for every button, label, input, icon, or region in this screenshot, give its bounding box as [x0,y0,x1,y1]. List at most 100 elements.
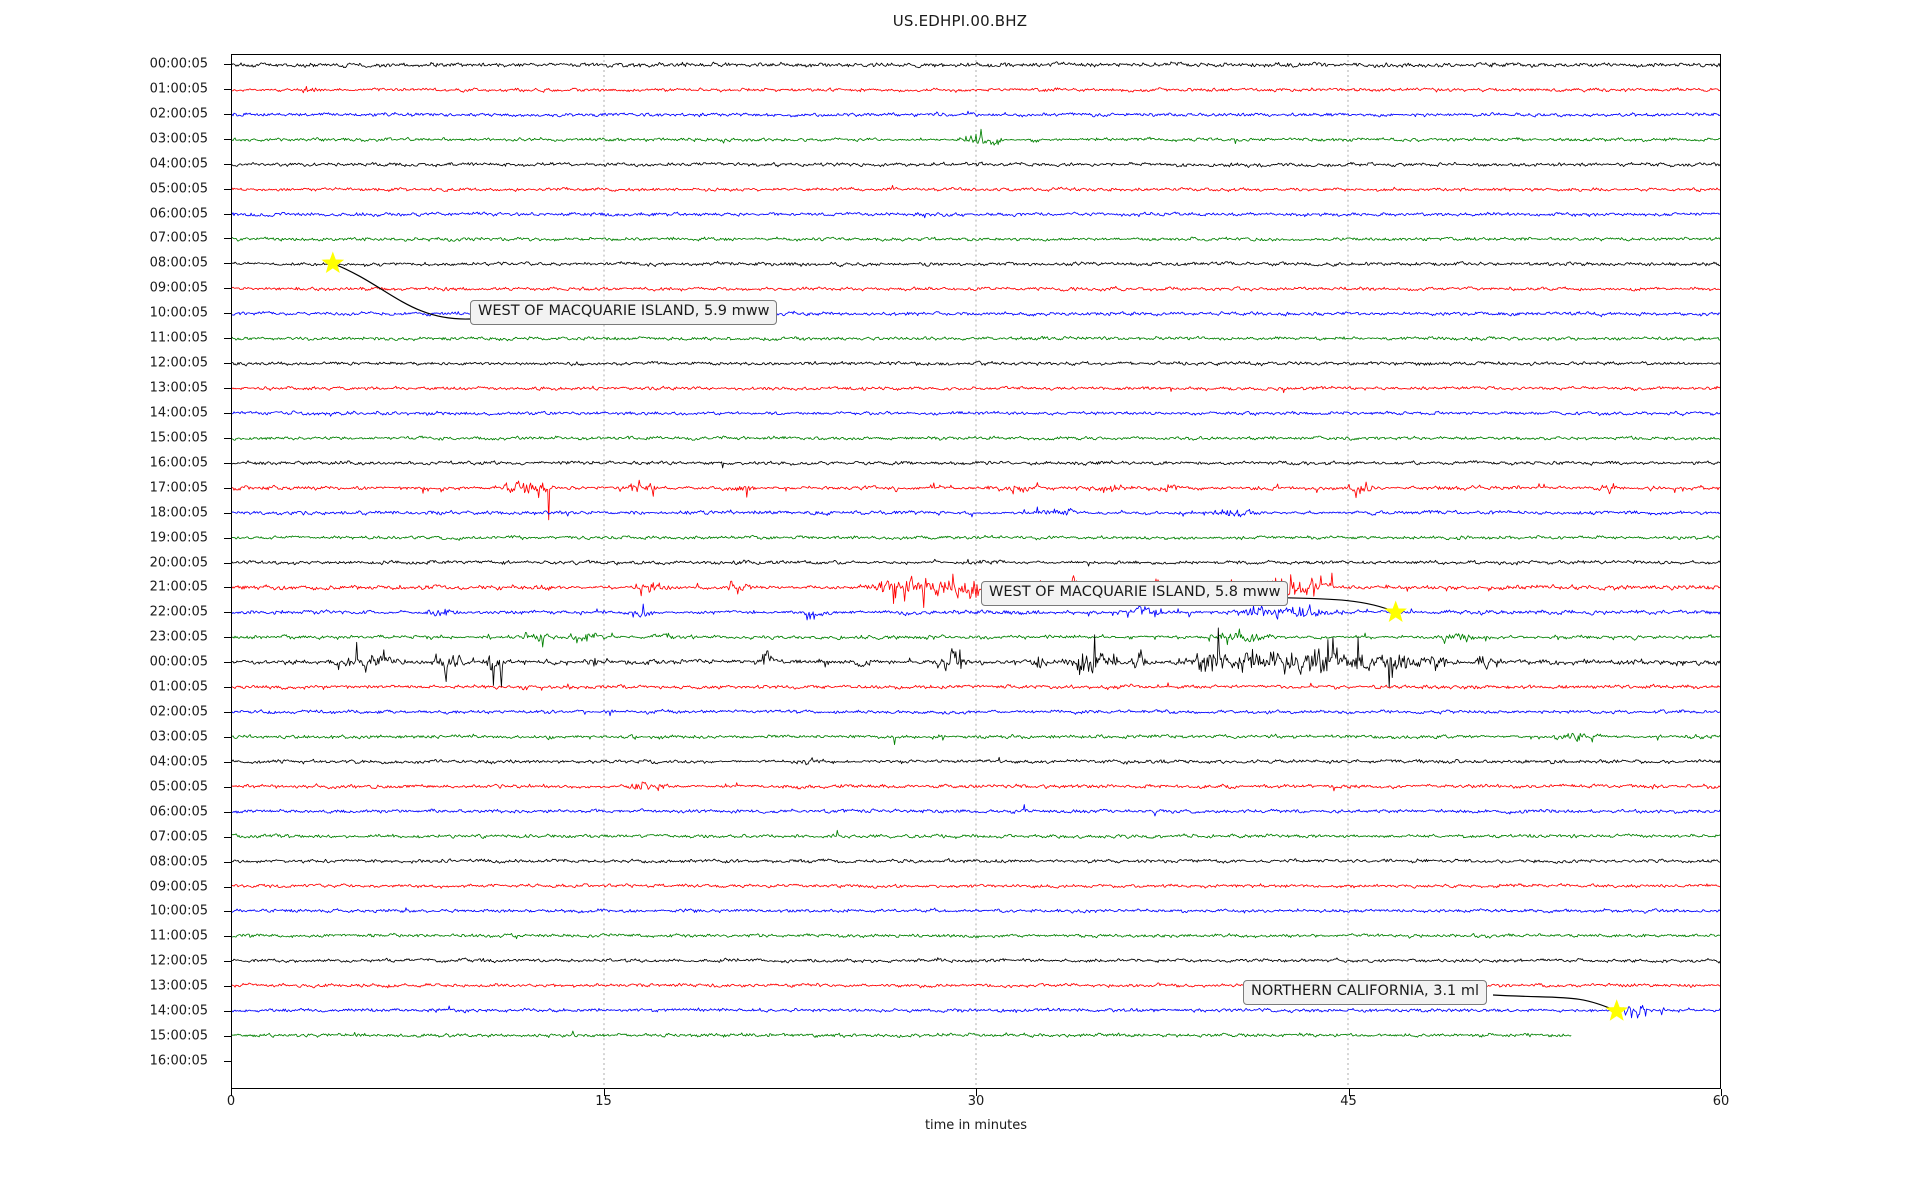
y-tick-label: 06:00:05 [149,206,208,222]
y-tick-mark [224,861,232,863]
y-tick-label: 10:00:05 [149,903,208,919]
trace-080005-32 [232,858,1720,864]
y-tick-label: 15:00:05 [149,430,208,446]
trace-110005-11 [232,335,1720,342]
y-tick-mark [224,587,232,589]
y-tick-mark [224,911,232,913]
annotation-label[interactable]: WEST OF MACQUARIE ISLAND, 5.9 mww [470,300,778,325]
y-tick-label: 09:00:05 [149,879,208,895]
y-tick-mark [224,363,232,365]
annotation-label[interactable]: WEST OF MACQUARIE ISLAND, 5.8 mww [981,581,1289,606]
trace-070005-7 [232,236,1720,242]
y-tick-mark [224,188,232,190]
y-tick-mark [224,238,232,240]
y-tick-mark [224,612,232,614]
y-tick-label: 16:00:05 [149,1053,208,1069]
y-tick-label: 01:00:05 [149,81,208,97]
y-tick-mark [224,437,232,439]
x-tick-mark [1721,1089,1722,1096]
trace-210005-21 [232,572,1720,609]
y-tick-label: 14:00:05 [149,1003,208,1019]
y-tick-mark [224,487,232,489]
y-tick-mark [224,662,232,664]
y-tick-label: 12:00:05 [149,953,208,969]
y-tick-mark [224,986,232,988]
trace-090005-9 [232,285,1720,292]
y-tick-mark [224,113,232,115]
y-tick-label: 13:00:05 [149,978,208,994]
trace-230005-23 [232,628,1720,648]
y-tick-mark [224,786,232,788]
y-tick-label: 01:00:05 [149,679,208,695]
y-tick-label: 03:00:05 [149,131,208,147]
x-tick-label: 30 [967,1094,985,1109]
y-tick-label: 18:00:05 [149,505,208,521]
x-tick-mark [976,1089,977,1096]
y-tick-mark [224,64,232,65]
y-tick-mark [224,736,232,738]
x-tick-label: 15 [595,1094,612,1109]
trace-100005-34 [232,907,1720,914]
trace-040005-4 [232,161,1720,168]
y-tick-label: 20:00:05 [149,555,208,570]
annotation-label[interactable]: NORTHERN CALIFORNIA, 3.1 ml [1243,980,1488,1005]
y-tick-label: 05:00:05 [149,181,208,197]
trace-150005-39 [232,1030,1572,1038]
y-tick-label: 22:00:05 [149,604,208,620]
y-tick-label: 10:00:05 [149,305,208,321]
y-tick-label: 05:00:05 [149,779,208,795]
trace-130005-13 [232,385,1720,394]
y-tick-mark [224,512,232,514]
y-tick-mark [224,836,232,838]
y-tick-label: 00:00:05 [149,56,208,72]
y-tick-label: 21:00:05 [149,579,208,595]
y-tick-label: 04:00:05 [149,156,208,172]
y-tick-mark [224,936,232,938]
seismic-traces [232,55,1720,1088]
y-tick-label: 11:00:05 [149,330,208,346]
y-tick-label: 12:00:05 [149,355,208,371]
y-tick-mark [224,412,232,414]
y-tick-label: 07:00:05 [149,230,208,246]
trace-180005-18 [232,506,1720,518]
y-tick-label: 14:00:05 [149,405,208,421]
y-tick-label: 08:00:05 [149,854,208,870]
y-tick-label: 23:00:05 [149,629,208,645]
y-tick-label: 15:00:05 [149,1028,208,1044]
y-tick-mark [224,213,232,215]
trace-050005-29 [232,781,1720,792]
trace-220005-22 [232,603,1720,621]
trace-110005-35 [232,932,1720,940]
y-tick-mark [224,562,232,564]
y-tick-label: 19:00:05 [149,530,208,546]
trace-120005-36 [232,957,1720,964]
y-tick-mark [224,637,232,639]
trace-070005-31 [232,829,1720,840]
trace-090005-33 [232,883,1720,889]
trace-020005-2 [232,110,1720,118]
y-tick-mark [224,1011,232,1013]
y-tick-mark [224,313,232,315]
y-tick-label: 03:00:05 [149,729,208,745]
y-tick-label: 07:00:05 [149,829,208,845]
y-tick-label: 02:00:05 [149,704,208,720]
y-tick-mark [224,288,232,290]
trace-000005-24 [232,627,1720,689]
x-tick-label: 60 [1712,1094,1730,1109]
y-tick-mark [224,687,232,689]
trace-010005-1 [232,85,1720,94]
y-tick-mark [224,761,232,763]
trace-120005-12 [232,360,1720,367]
y-tick-label: 06:00:05 [149,804,208,820]
trace-060005-30 [232,804,1720,817]
y-tick-label: 02:00:05 [149,106,208,122]
trace-060005-6 [232,211,1720,219]
trace-160005-16 [232,460,1720,469]
trace-200005-20 [232,558,1720,567]
y-tick-mark [224,961,232,963]
x-tick-label: 0 [226,1094,236,1109]
y-tick-label: 09:00:05 [149,280,208,296]
x-tick-label: 45 [1340,1094,1357,1109]
